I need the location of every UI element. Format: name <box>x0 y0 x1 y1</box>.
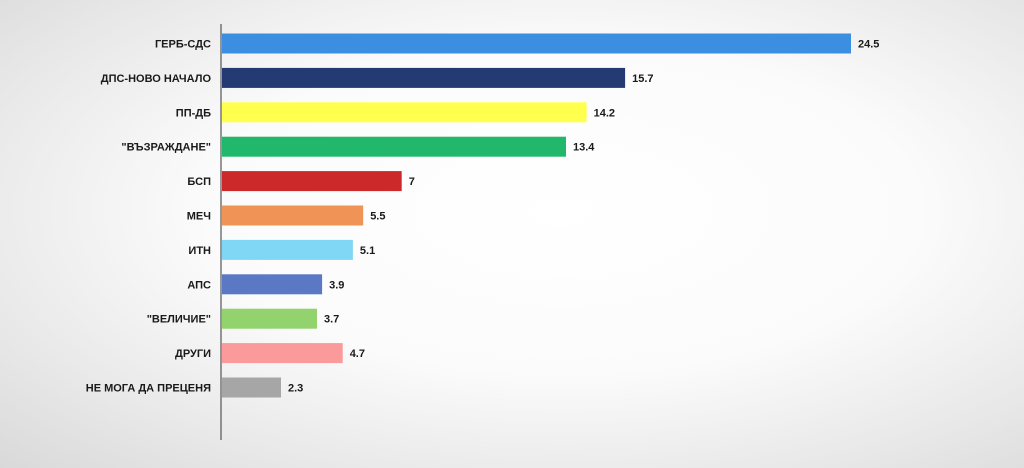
data-label: 15.7 <box>632 73 653 85</box>
category-label: АПС <box>187 279 211 291</box>
data-label: 13.4 <box>573 142 595 154</box>
data-label: 3.7 <box>324 314 339 326</box>
category-label: "ВЕЛИЧИЕ" <box>147 314 211 326</box>
bar <box>222 377 281 398</box>
bar <box>222 239 353 260</box>
bar <box>222 67 626 88</box>
data-label: 5.1 <box>360 245 375 257</box>
data-label: 2.3 <box>288 383 303 395</box>
bar <box>222 343 343 364</box>
bar <box>222 205 364 226</box>
bar <box>222 33 851 54</box>
data-label: 3.9 <box>329 279 344 291</box>
category-label: ИТН <box>188 245 211 257</box>
category-label: МЕЧ <box>187 211 211 223</box>
category-label: ДРУГИ <box>175 348 211 360</box>
bar <box>222 136 566 157</box>
data-label: 14.2 <box>594 107 615 119</box>
bar <box>222 171 402 192</box>
data-label: 7 <box>409 176 415 188</box>
category-label: "ВЪЗРАЖДАНЕ" <box>121 142 211 154</box>
data-label: 4.7 <box>350 348 365 360</box>
bar <box>222 102 587 123</box>
bars-group: ГЕРБ-СДС 24.5 ДПС-НОВО НАЧАЛО 15.7 ПП-ДБ 14.2… <box>86 33 879 398</box>
category-label: НЕ МОГА ДА ПРЕЦЕНЯ <box>86 383 211 395</box>
category-label: ПП-ДБ <box>176 107 211 119</box>
category-label: ДПС-НОВО НАЧАЛО <box>101 73 212 85</box>
bar <box>222 308 317 329</box>
bar <box>222 274 323 295</box>
category-label: БСП <box>187 176 211 188</box>
data-label: 5.5 <box>370 211 385 223</box>
category-label: ГЕРБ-СДС <box>155 39 211 51</box>
data-label: 24.5 <box>858 39 879 51</box>
